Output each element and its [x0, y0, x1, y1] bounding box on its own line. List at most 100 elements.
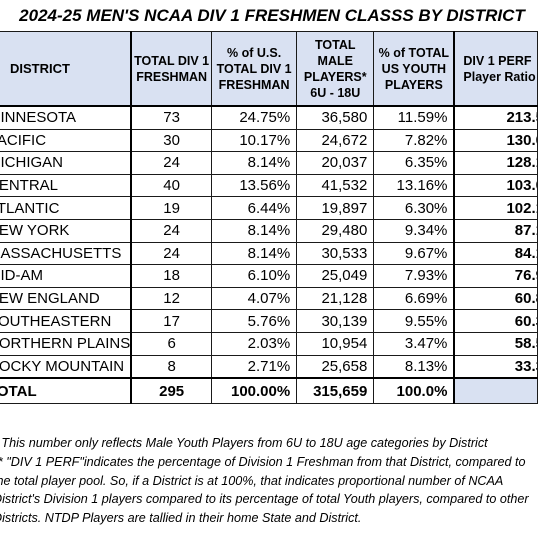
pct-us-cell: 8.14%	[210, 218, 298, 243]
district-cell: NEW ENGLAND	[0, 286, 132, 311]
youth-pct-cell: 9.55%	[373, 309, 455, 333]
district-cell: TOTAL	[0, 377, 132, 405]
table-row: MASSACHUSETTS 24 8.14% 30,533 9.67% 84.1	[0, 241, 539, 266]
youth-pct-cell-text: 7.82%	[404, 131, 448, 149]
footnote-line: Districts. NTDP Players are tallied in t…	[0, 511, 362, 526]
header-total-div1: TOTAL DIV 1 FRESHMAN	[130, 31, 213, 107]
male-players-cell: 29,480	[296, 218, 375, 243]
youth-pct-cell: 7.93%	[373, 264, 455, 288]
pct-us-cell: 24.75%	[210, 105, 298, 130]
male-players-cell-text: 25,658	[321, 357, 368, 375]
youth-pct-cell-text: 6.30%	[404, 199, 448, 217]
header-perf: DIV 1 PERF Player Ratio	[453, 31, 539, 107]
pct-us-cell-text: 6.10%	[247, 267, 291, 285]
footnote-line: District's Division 1 players compared t…	[0, 492, 529, 507]
district-cell: SOUTHEASTERN	[0, 309, 132, 333]
pct-us-cell: 100.00%	[210, 377, 298, 405]
footnote-line: ** "DIV 1 PERF"indicates the percentage …	[0, 454, 526, 469]
total-div1-cell: 73	[130, 105, 213, 130]
district-cell: MINNESOTA	[0, 105, 132, 130]
total-div1-cell-text: 12	[163, 290, 180, 308]
male-players-cell-text: 20,037	[321, 154, 368, 172]
district-cell-text: CENTRAL	[0, 177, 59, 195]
male-players-cell-text: 30,139	[321, 312, 368, 330]
district-cell: CENTRAL	[0, 173, 132, 198]
male-players-cell: 19,897	[296, 196, 375, 220]
district-cell: ROCKY MOUNTAIN	[0, 354, 132, 379]
male-players-cell: 30,533	[296, 241, 375, 266]
pct-us-cell: 4.07%	[210, 286, 298, 311]
perf-ratio-cell: 87.1	[453, 218, 539, 243]
table-row: MICHIGAN 24 8.14% 20,037 6.35% 128.1	[0, 151, 539, 175]
male-players-cell-text: 25,049	[321, 267, 368, 285]
perf-ratio-cell: 76.9	[453, 264, 539, 288]
perf-ratio-cell-text: 58.5	[514, 335, 537, 353]
table-row: MINNESOTA 73 24.75% 36,580 11.59% 213.5	[0, 105, 539, 130]
total-div1-cell-text: 8	[167, 357, 176, 375]
table-row: SOUTHEASTERN 17 5.76% 30,139 9.55% 60.3	[0, 309, 539, 333]
perf-ratio-cell: 102.1	[453, 196, 539, 220]
pct-us-cell-text: 2.03%	[247, 335, 291, 353]
table-body: MINNESOTA7324.75%36,58011.59%213.5PACIFI…	[0, 105, 539, 405]
header-district: DISTRICT	[0, 31, 132, 107]
total-div1-cell-text: 24	[163, 244, 180, 262]
perf-ratio-cell-text: 60.8	[514, 290, 537, 308]
youth-pct-cell-text: 8.13%	[404, 357, 448, 375]
pct-us-cell: 5.76%	[210, 309, 298, 333]
district-cell: NORTHERN PLAINS	[0, 331, 132, 356]
perf-ratio-cell: 84.1	[453, 241, 539, 266]
district-cell-text: NEW YORK	[0, 222, 70, 240]
male-players-cell: 315,659	[296, 377, 375, 405]
perf-ratio-cell-text: 130.0	[506, 131, 536, 149]
total-div1-cell-text: 19	[163, 199, 180, 217]
district-cell: MASSACHUSETTS	[0, 241, 132, 266]
total-div1-cell-text: 18	[163, 267, 180, 285]
total-div1-cell-text: 6	[167, 335, 176, 353]
perf-ratio-cell-text: 84.1	[514, 244, 537, 262]
perf-ratio-cell	[453, 377, 539, 405]
male-players-cell-text: 19,897	[321, 199, 368, 217]
youth-pct-cell-text: 9.67%	[404, 244, 448, 262]
youth-pct-cell: 9.67%	[373, 241, 455, 266]
header-male-players: TOTAL MALE PLAYERS* 6U - 18U	[296, 31, 375, 107]
total-div1-cell: 24	[130, 241, 213, 266]
male-players-cell-text: 21,128	[321, 290, 368, 308]
table-row: NEW ENGLAND 12 4.07% 21,128 6.69% 60.8	[0, 286, 539, 311]
male-players-cell: 10,954	[296, 331, 375, 356]
total-div1-cell: 12	[130, 286, 213, 311]
district-cell-text: PACIFIC	[0, 131, 47, 149]
pct-us-cell-text: 5.76%	[247, 312, 291, 330]
pct-us-cell-text: 24.75%	[239, 109, 291, 127]
table-row: MID-AM 18 6.10% 25,049 7.93% 76.9	[0, 264, 539, 288]
pct-us-cell: 8.14%	[210, 241, 298, 266]
total-div1-cell: 24	[130, 218, 213, 243]
youth-pct-cell: 6.30%	[373, 196, 455, 220]
pct-us-cell: 8.14%	[210, 151, 298, 175]
district-cell: ATLANTIC	[0, 196, 132, 220]
total-div1-cell: 19	[130, 196, 213, 220]
district-cell-text: NORTHERN PLAINS	[0, 335, 131, 353]
pct-us-cell: 10.17%	[210, 128, 298, 153]
pct-us-cell-text: 2.71%	[247, 357, 291, 375]
pct-us-cell: 13.56%	[210, 173, 298, 198]
perf-ratio-cell: 213.5	[453, 105, 539, 130]
pct-us-cell-text: 4.07%	[247, 290, 291, 308]
page-title: 2024-25 MEN'S NCAA DIV 1 FRESHMEN CLASSS…	[19, 6, 525, 25]
total-div1-cell-text: 24	[163, 154, 180, 172]
male-players-cell: 25,658	[296, 354, 375, 379]
youth-pct-cell-text: 6.35%	[404, 154, 448, 172]
male-players-cell-text: 24,672	[321, 131, 368, 149]
district-cell-text: MINNESOTA	[0, 109, 77, 127]
male-players-cell: 21,128	[296, 286, 375, 311]
district-cell-text: MID-AM	[0, 267, 43, 285]
total-div1-cell-text: 30	[163, 131, 180, 149]
male-players-cell: 41,532	[296, 173, 375, 198]
perf-ratio-cell-text: 87.1	[514, 222, 537, 240]
table-row: CENTRAL 40 13.56% 41,532 13.16% 103.0	[0, 173, 539, 198]
district-cell-text: MICHIGAN	[0, 154, 63, 172]
youth-pct-cell: 11.59%	[373, 105, 455, 130]
total-div1-cell: 18	[130, 264, 213, 288]
district-table: DISTRICT TOTAL DIV 1 FRESHMAN % of U.S. TO…	[0, 31, 539, 405]
perf-ratio-cell: 60.8	[453, 286, 539, 311]
table-row: PACIFIC 30 10.17% 24,672 7.82% 130.0	[0, 128, 539, 153]
